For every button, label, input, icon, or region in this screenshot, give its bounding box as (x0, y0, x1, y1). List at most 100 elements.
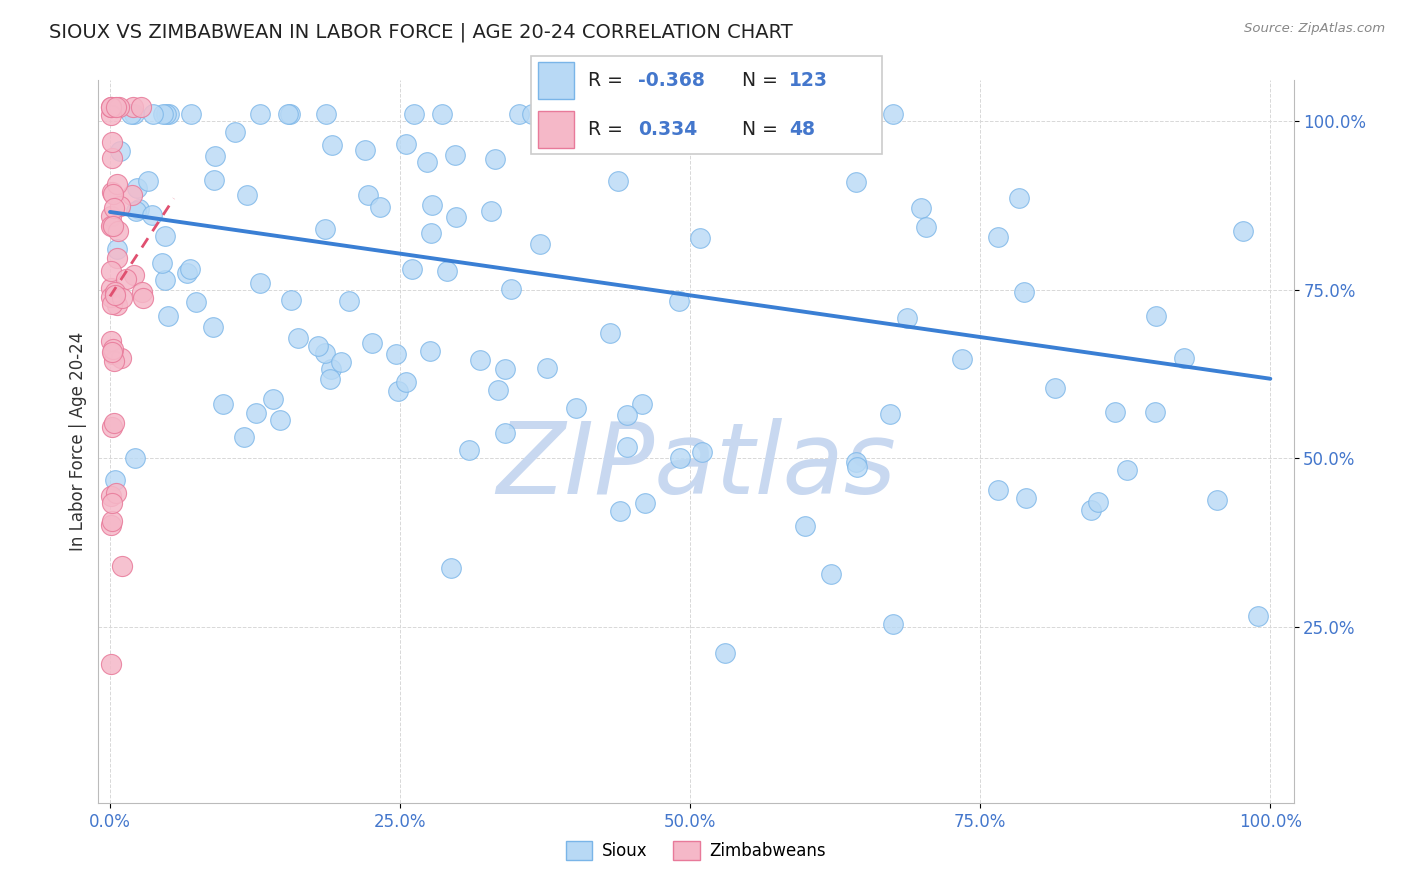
Point (1173, 351, 1195, 366)
Point (262, 392, 284, 407)
Legend: Sioux, Zimbabweans: Sioux, Zimbabweans (560, 834, 832, 867)
Bar (538, 62, 574, 99)
Point (484, 152, 506, 166)
Point (1043, 381, 1066, 395)
Point (314, 346, 336, 360)
Point (280, 293, 302, 307)
Point (105, 177, 128, 191)
Text: 48: 48 (789, 120, 815, 139)
Point (103, 201, 125, 215)
Point (156, 309, 179, 323)
Point (100, 209, 122, 223)
Text: -0.368: -0.368 (638, 70, 706, 90)
Point (354, 143, 377, 157)
Point (529, 236, 551, 251)
Text: R =: R = (588, 70, 623, 90)
Point (689, 230, 711, 244)
Point (395, 375, 418, 389)
Point (101, 420, 124, 434)
Point (468, 352, 491, 367)
Point (1012, 285, 1035, 299)
Point (211, 397, 233, 411)
Point (249, 107, 271, 121)
Point (321, 138, 343, 153)
Point (910, 201, 932, 215)
Point (668, 450, 690, 465)
Point (987, 483, 1010, 498)
FancyBboxPatch shape (531, 55, 882, 154)
Point (120, 107, 142, 121)
Point (100, 218, 122, 232)
Point (420, 198, 443, 212)
Point (1104, 405, 1126, 419)
Point (202, 173, 225, 187)
Point (121, 188, 143, 202)
Point (100, 264, 122, 278)
Point (100, 334, 122, 348)
Point (101, 344, 124, 359)
Point (1144, 405, 1167, 419)
Point (418, 344, 440, 359)
Point (142, 107, 165, 121)
Point (101, 495, 124, 509)
Point (950, 352, 973, 367)
Text: 123: 123 (789, 70, 828, 90)
Point (150, 255, 173, 269)
Point (520, 107, 543, 121)
Point (153, 273, 176, 287)
Point (1115, 463, 1137, 477)
Point (314, 222, 336, 236)
Point (122, 268, 145, 282)
Point (690, 444, 713, 458)
Point (152, 107, 174, 121)
Point (616, 440, 638, 454)
Point (100, 290, 122, 304)
Point (107, 224, 129, 238)
Point (122, 107, 145, 121)
Point (103, 285, 125, 300)
Point (845, 175, 868, 189)
Point (233, 430, 256, 444)
Point (103, 417, 125, 431)
Point (319, 361, 342, 376)
Point (368, 200, 391, 214)
Point (536, 361, 558, 376)
Point (100, 100, 122, 114)
Point (387, 384, 409, 398)
Point (136, 174, 159, 188)
Point (783, 107, 806, 121)
Point (401, 261, 423, 276)
Text: R =: R = (588, 120, 623, 139)
Point (104, 100, 127, 114)
Point (100, 219, 122, 234)
Point (1087, 495, 1109, 509)
Point (793, 519, 815, 533)
Point (357, 187, 380, 202)
Point (159, 107, 181, 121)
Point (823, 107, 845, 121)
Point (287, 331, 309, 345)
Point (486, 383, 509, 397)
Point (882, 107, 904, 121)
Point (100, 489, 122, 503)
Point (249, 276, 271, 290)
Point (402, 107, 425, 121)
Point (315, 107, 337, 121)
Point (100, 514, 122, 528)
Point (124, 451, 146, 466)
Point (987, 229, 1010, 244)
Point (201, 320, 224, 334)
Point (845, 454, 868, 468)
Point (385, 347, 408, 361)
Point (1008, 191, 1031, 205)
Point (131, 285, 153, 299)
Point (1144, 309, 1167, 323)
Point (122, 100, 145, 114)
Point (111, 291, 134, 305)
Point (155, 107, 177, 121)
Point (155, 229, 177, 244)
Point (100, 108, 122, 122)
Point (245, 405, 267, 419)
Point (111, 559, 134, 574)
Point (101, 219, 124, 233)
